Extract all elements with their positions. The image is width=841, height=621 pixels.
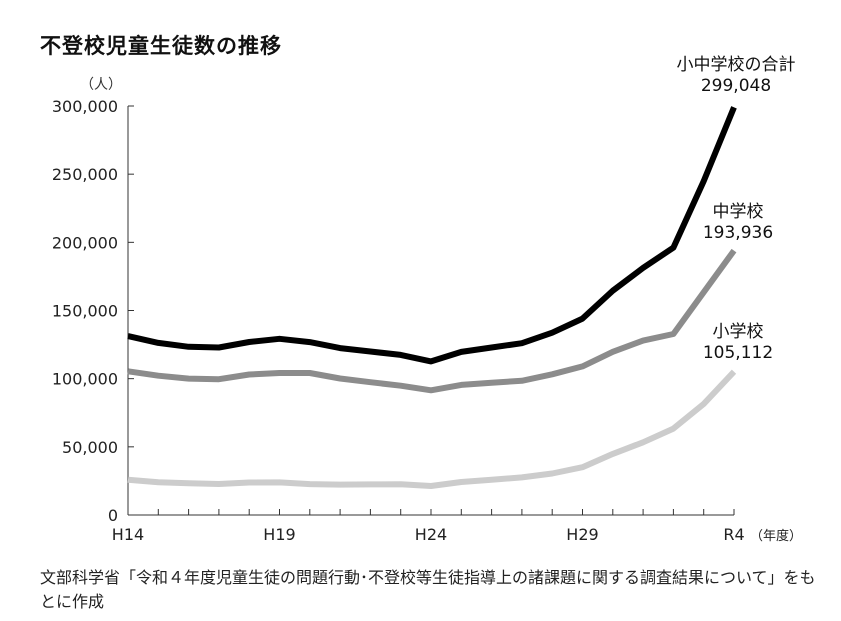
series-line-total (127, 106, 737, 365)
series-end-value-junior-high: 193,936 (702, 223, 774, 243)
x-axis-unit: （年度） (750, 528, 802, 544)
y-tick-label: 200,000 (52, 233, 118, 252)
x-tick-label: H14 (112, 525, 144, 544)
chart-title: 不登校児童生徒数の推移 (40, 34, 282, 58)
y-tick-label: 250,000 (52, 165, 118, 184)
series-name-elementary: 小学校 (712, 322, 764, 342)
series-lines (127, 106, 737, 489)
y-tick-label: 100,000 (52, 370, 118, 389)
x-tick-label: H29 (566, 525, 598, 544)
x-tick-label: H19 (263, 525, 295, 544)
series-label-total: 小中学校の合計 299,048 (656, 55, 816, 97)
y-tick-label: 300,000 (52, 97, 118, 116)
y-tick-label: 0 (108, 506, 118, 525)
axes: 0 50,000 100,000 150,000 200,000 250,000 300,0… (52, 97, 802, 544)
series-label-elementary: 小学校 105,112 (683, 322, 793, 364)
series-end-value-total: 299,048 (700, 76, 772, 96)
series-end-value-elementary: 105,112 (702, 343, 774, 363)
series-name-total: 小中学校の合計 (676, 55, 796, 75)
x-tick-label: R4 (723, 525, 744, 544)
series-line-elementary (127, 369, 737, 489)
series-label-junior-high: 中学校 193,936 (683, 202, 793, 244)
y-tick-label: 50,000 (62, 438, 118, 457)
x-tick-label: H24 (415, 525, 447, 544)
series-name-junior-high: 中学校 (712, 202, 764, 222)
series-line-junior-high (127, 248, 737, 394)
y-axis-unit: （人） (80, 77, 122, 93)
source-note: 文部科学省「令和４年度児童生徒の問題行動･不登校等生徒指導上の諸課題に関する調査… (40, 568, 816, 611)
y-tick-label: 150,000 (52, 302, 118, 321)
